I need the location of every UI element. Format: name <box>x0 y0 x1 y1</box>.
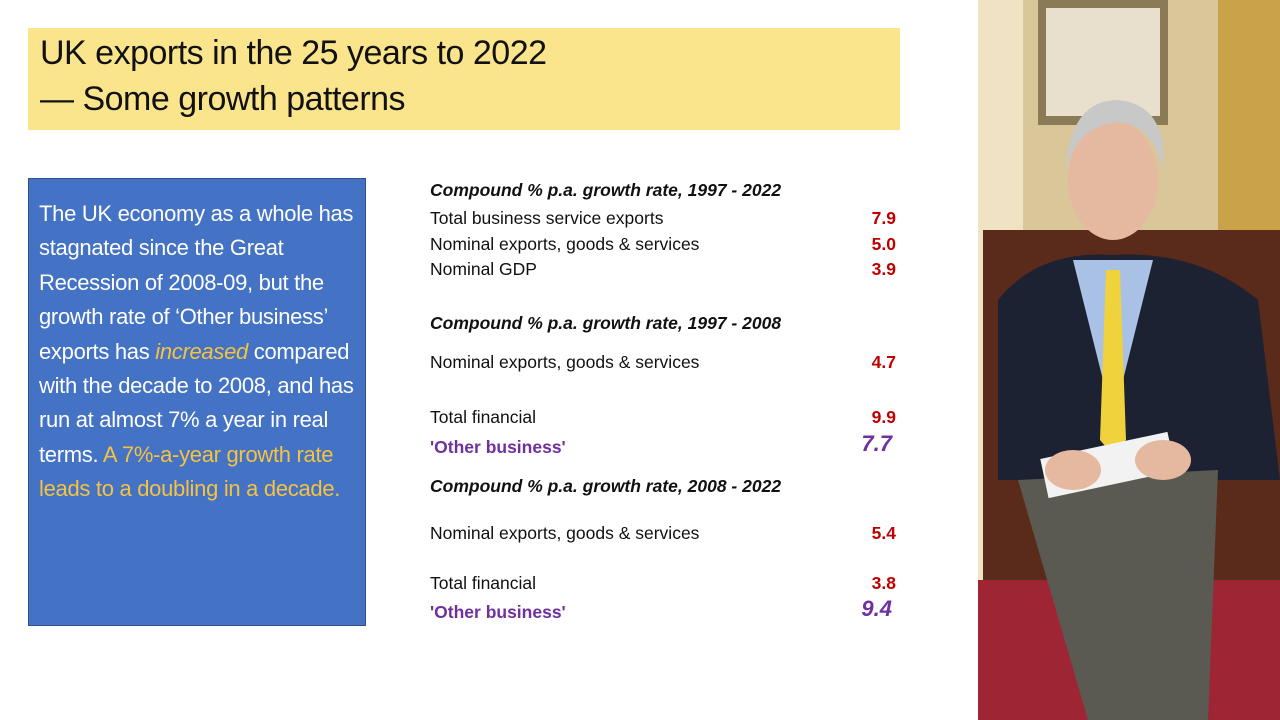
section-heading: Compound % p.a. growth rate, 2008 - 2022 <box>430 476 782 496</box>
title-line: UK exports in the 25 years to 2022 <box>40 34 547 72</box>
row-label: Nominal GDP <box>430 259 537 279</box>
row-label: Nominal exports, goods & services <box>430 352 700 372</box>
row-value: 5.0 <box>871 234 896 254</box>
row-label: Total financial <box>430 407 537 427</box>
section-heading: Compound % p.a. growth rate, 1997 - 2022 <box>430 180 782 200</box>
row-value: 7.7 <box>861 431 892 456</box>
row-label: Total financial <box>430 573 537 593</box>
title-line: — Some growth patterns <box>40 80 406 118</box>
row-value: 4.7 <box>871 352 896 372</box>
speaker-video <box>978 0 1280 720</box>
row-value: 9.4 <box>861 596 892 621</box>
row-value: 5.4 <box>871 523 896 543</box>
callout-text: A 7%-a-year growth rate leads to a doubl… <box>39 441 341 502</box>
callout-box: The UK economy as a whole has stagnated … <box>28 178 366 626</box>
callout-text: The UK economy as a whole has stagnated … <box>39 201 354 364</box>
row-label: Total business service exports <box>430 208 664 228</box>
row-label: Nominal exports, goods & services <box>430 234 700 254</box>
callout-text: compared with the decade to 2008, and ha… <box>39 338 354 467</box>
section-heading: Compound % p.a. growth rate, 1997 - 2008 <box>430 313 782 333</box>
title-box: UK exports in the 25 years to 2022 — Som… <box>28 28 900 130</box>
row-label: 'Other business' <box>430 437 566 457</box>
callout-text: increased <box>155 338 248 364</box>
row-value: 3.8 <box>871 573 896 593</box>
row-label: 'Other business' <box>430 602 566 622</box>
row-value: 9.9 <box>871 407 896 427</box>
row-label: Nominal exports, goods & services <box>430 523 700 543</box>
row-value: 3.9 <box>871 259 896 279</box>
row-value: 7.9 <box>871 208 896 228</box>
